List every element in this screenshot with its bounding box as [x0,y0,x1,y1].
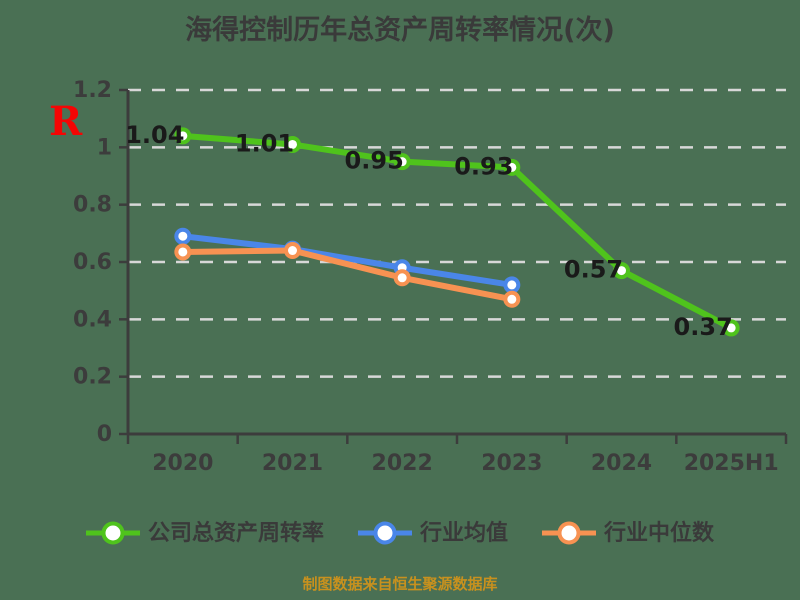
x-tick-label: 2022 [372,451,433,476]
y-tick-label: 0.4 [73,307,112,332]
data-point-marker[interactable] [284,135,301,153]
data-point-marker[interactable] [722,319,740,337]
data-point-marker[interactable] [503,276,521,294]
legend-marker[interactable] [373,521,397,545]
data-label: 0.57 [564,256,623,284]
data-label: 1.04 [125,121,184,149]
data-point-marker[interactable] [393,153,411,171]
y-tick-label: 0.2 [73,365,112,390]
series-line [179,132,735,331]
y-tick-label: 0.6 [73,250,112,275]
series-line [179,247,515,303]
data-point-marker[interactable] [393,269,411,287]
y-axis-ticks: 0 0.2 0.4 0.6 0.8 1 1.2 [73,78,128,447]
chart-title: 海得控制历年总资产周转率情况(次) [185,15,615,46]
data-label: 1.01 [235,129,294,157]
x-tick-label: 2021 [262,451,323,476]
data-point-marker[interactable] [503,290,521,308]
y-tick-label: 0 [97,422,112,447]
y-tick-label: 1.2 [73,78,112,103]
legend-label[interactable]: 行业均值 [419,520,508,546]
data-point-marker[interactable] [613,262,630,280]
data-point-marker[interactable] [284,242,301,260]
y-tick-label: 0.8 [73,193,112,218]
data-point-marker[interactable] [503,158,521,176]
legend-label[interactable]: 行业中位数 [603,520,715,546]
x-axis-ticks: 2020 2021 2022 2023 2024 2025H1 [126,434,788,476]
data-point-marker[interactable] [174,227,192,245]
data-point-labels: 1.04 1.01 0.95 0.93 0.57 0.37 [125,121,733,341]
data-point-marker[interactable] [174,127,192,145]
legend-marker[interactable] [101,521,125,545]
y-tick-label: 1 [97,135,112,160]
data-point-marker[interactable] [174,243,192,261]
data-label: 0.93 [454,152,513,180]
x-tick-label: 2020 [152,451,213,476]
watermark-logo: R [49,98,82,145]
x-tick-label: 2023 [481,451,542,476]
x-tick-label: 2024 [591,451,652,476]
legend-marker[interactable] [557,521,581,545]
x-tick-label: 2025H1 [684,451,779,476]
chart-footnote: 制图数据来自恒生聚源数据库 [302,575,498,593]
data-label: 0.37 [674,313,733,341]
chart-legend: 公司总资产周转率 行业均值 行业中位数 [86,520,715,546]
data-series-group [174,127,740,337]
series-line [179,233,515,288]
legend-label[interactable]: 公司总资产周转率 [148,520,324,546]
data-label: 0.95 [345,147,404,175]
